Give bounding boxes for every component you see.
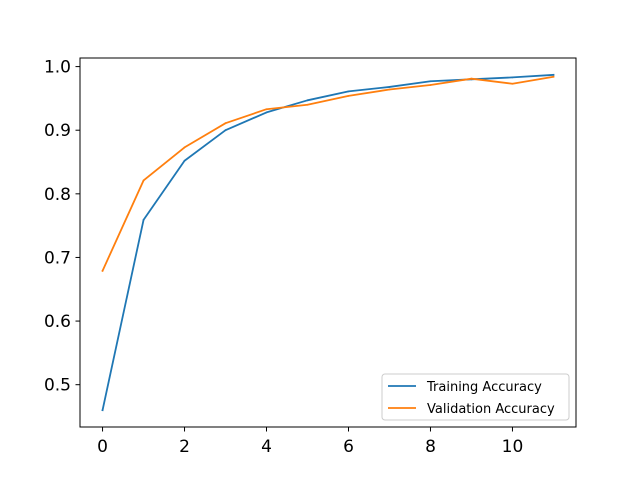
data-point (511, 82, 514, 85)
series-line-validation (101, 75, 555, 273)
data-point (142, 219, 145, 221)
x-tick-label: 2 (179, 437, 190, 457)
x-tick-label: 4 (261, 437, 272, 457)
data-point (552, 73, 555, 76)
x-tick-label: 0 (97, 437, 108, 457)
x-tick-label: 8 (425, 437, 436, 457)
data-point (552, 75, 555, 78)
legend-box (381, 373, 570, 421)
data-point (429, 84, 432, 86)
data-point (429, 80, 432, 83)
data-point (265, 108, 268, 111)
legend: Training Accuracy Validation Accuracy (381, 373, 570, 421)
data-point (101, 269, 104, 272)
y-tick-label: 0.5 (44, 376, 71, 396)
y-tick-label: 0.6 (44, 312, 71, 332)
series-lines (101, 73, 555, 412)
data-point (511, 76, 514, 79)
plot-frame (79, 57, 577, 428)
data-point (306, 103, 309, 106)
y-tick-label: 0.8 (44, 185, 71, 205)
y-tick-label: 0.7 (44, 248, 71, 268)
data-point (183, 146, 186, 149)
axes: 0 2 4 6 8 10 0.5 0.6 0.7 0.8 0.9 1.0 (44, 58, 523, 457)
x-tick-label: 10 (502, 437, 524, 457)
data-point (388, 88, 391, 91)
data-point (306, 99, 309, 102)
legend-label: Training Accuracy (426, 380, 542, 395)
data-point (265, 111, 268, 114)
legend-label: Validation Accuracy (427, 402, 555, 417)
data-point (347, 90, 350, 93)
data-point (183, 159, 186, 162)
data-point (142, 179, 145, 182)
y-tick-label: 0.9 (44, 121, 71, 141)
data-point (224, 122, 227, 125)
data-point (101, 409, 104, 412)
data-point (224, 129, 227, 132)
x-tick-label: 6 (343, 437, 354, 457)
data-point (347, 94, 350, 97)
y-tick-label: 1.0 (44, 58, 71, 78)
data-point (470, 77, 473, 80)
data-point (388, 86, 391, 88)
